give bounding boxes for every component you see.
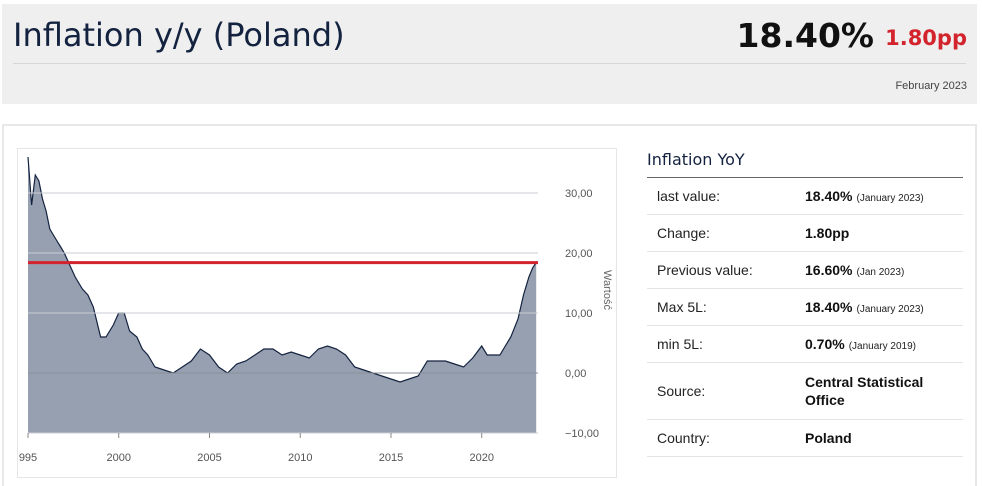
inflation-chart: 30,00 20,00 10,00 0,00 −10,00 Wartość 995 2000 2…	[17, 148, 617, 478]
info-row: Country: Poland	[647, 420, 963, 457]
x-tick-label: 2020	[469, 452, 493, 464]
info-row-note: (January 2019)	[848, 341, 916, 352]
info-row-label: min 5L:	[657, 336, 703, 352]
y-tick-label: 0,00	[565, 368, 586, 380]
info-row-label: Source:	[657, 383, 706, 399]
header-divider	[13, 63, 966, 64]
header-date: February 2023	[895, 80, 967, 92]
headline-change: 1.80pp	[885, 26, 967, 50]
info-row-value: 0.70% (January 2019)	[805, 336, 963, 352]
y-tick-label: −10,00	[565, 428, 599, 440]
chart-svg: 30,00 20,00 10,00 0,00 −10,00 Wartość 995 2000 2…	[19, 156, 613, 464]
info-row: Change: 1.80pp	[647, 215, 963, 252]
y-axis-label: Wartość	[601, 270, 613, 310]
info-row-value-text: Poland	[805, 430, 852, 446]
info-row-value: 1.80pp	[805, 225, 963, 241]
page-title: Inflation y/y (Poland)	[13, 16, 345, 54]
info-row-note: (Jan 2023)	[856, 267, 905, 278]
x-tick-label: 2015	[379, 452, 403, 464]
info-title: Inflation YoY	[647, 148, 963, 178]
info-table: Inflation YoY last value: 18.40% (January …	[647, 148, 963, 457]
info-row-label: Max 5L:	[657, 299, 707, 315]
info-row-note: (January 2023)	[856, 304, 924, 315]
info-row-label: Change:	[657, 225, 710, 241]
info-row: Source: Central Statistical Office	[647, 363, 963, 420]
info-row-value-text: 18.40%	[805, 188, 853, 204]
x-tick-label: 995	[19, 452, 37, 464]
y-tick-label: 10,00	[565, 308, 593, 320]
info-row-label: Country:	[657, 430, 710, 446]
info-row: Previous value: 16.60% (Jan 2023)	[647, 252, 963, 289]
info-rows: last value: 18.40% (January 2023) Change: 1.…	[647, 178, 963, 457]
info-row-value: 18.40% (January 2023)	[805, 188, 963, 204]
chart-line	[27, 156, 537, 383]
info-row-value-text: 16.60%	[805, 262, 853, 278]
header-bar: Inflation y/y (Poland) 18.40% 1.80pp Feb…	[2, 4, 977, 104]
info-row: min 5L: 0.70% (January 2019)	[647, 326, 963, 363]
info-row-value: Central Statistical Office	[805, 373, 963, 409]
headline-value: 18.40%	[736, 16, 874, 55]
x-tick-label: 2000	[107, 452, 131, 464]
info-row-value-text: 0.70%	[805, 336, 845, 352]
x-tick-label: 2010	[288, 452, 312, 464]
info-row: last value: 18.40% (January 2023)	[647, 178, 963, 215]
info-row-label: last value:	[657, 188, 721, 204]
info-row-value: 18.40% (January 2023)	[805, 299, 963, 315]
info-row-label: Previous value:	[657, 262, 753, 278]
info-row-note: (January 2023)	[856, 193, 924, 204]
chart-area	[28, 157, 537, 433]
info-row-value-text: Central Statistical Office	[805, 374, 924, 408]
y-tick-label: 30,00	[565, 188, 593, 200]
y-tick-label: 20,00	[565, 248, 593, 260]
x-tick-label: 2005	[197, 452, 221, 464]
info-row-value: 16.60% (Jan 2023)	[805, 262, 963, 278]
info-row-value-text: 18.40%	[805, 299, 853, 315]
info-row-value-text: 1.80pp	[805, 225, 850, 241]
info-row: Max 5L: 18.40% (January 2023)	[647, 289, 963, 326]
info-row-value: Poland	[805, 430, 963, 446]
